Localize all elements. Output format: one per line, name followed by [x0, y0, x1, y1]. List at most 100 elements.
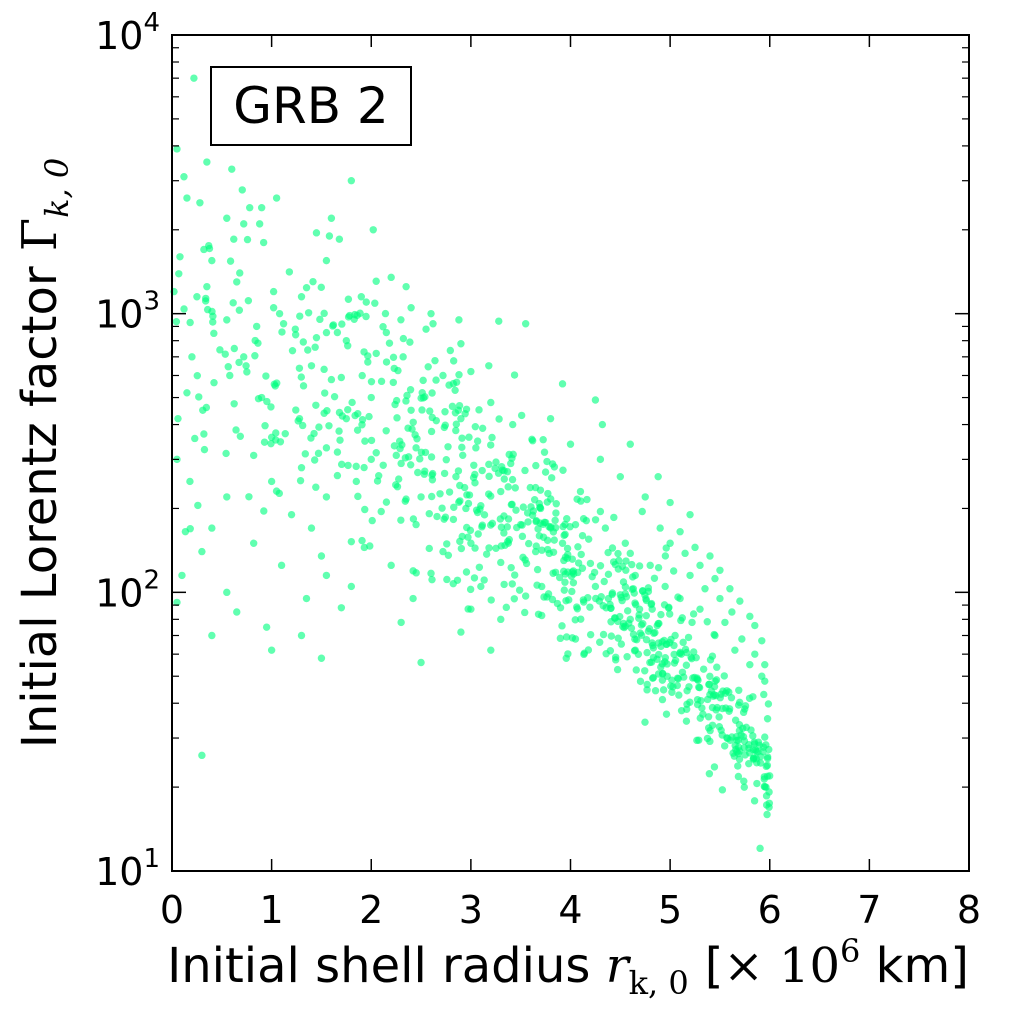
data-point [173, 145, 181, 153]
data-point [371, 299, 379, 307]
data-point [596, 638, 604, 646]
data-point [200, 430, 208, 438]
data-point [588, 572, 596, 581]
data-point [614, 634, 622, 642]
data-point [654, 563, 663, 572]
data-point [761, 677, 769, 685]
data-point [244, 296, 253, 305]
data-point [753, 779, 761, 788]
data-point [392, 396, 401, 405]
data-point [563, 544, 572, 553]
data-point [444, 443, 452, 451]
data-point [297, 293, 306, 301]
data-point [519, 503, 528, 511]
x-tick-labels: 0 1 2 3 4 5 6 7 8 [160, 888, 981, 932]
data-point [195, 393, 203, 401]
data-point [414, 468, 422, 477]
data-point [354, 410, 362, 418]
data-point [347, 582, 356, 591]
data-point [539, 533, 548, 541]
data-point [598, 420, 607, 429]
data-point [535, 499, 543, 508]
data-point [662, 544, 670, 552]
data-point [562, 597, 570, 605]
data-point [230, 235, 238, 243]
data-point [532, 461, 540, 470]
data-point [193, 371, 201, 380]
data-point [621, 589, 629, 598]
data-point [716, 594, 724, 603]
data-point [411, 431, 419, 439]
data-point [482, 550, 491, 558]
data-point [532, 542, 540, 550]
data-point [202, 294, 210, 303]
data-point [704, 724, 713, 732]
data-point [541, 468, 550, 476]
data-point [409, 594, 417, 603]
data-point [317, 654, 326, 662]
x-axis-label-subscript: k, 0 [629, 964, 689, 1002]
data-point [445, 381, 453, 389]
data-point [472, 444, 480, 452]
data-point [631, 599, 639, 607]
data-point [736, 597, 744, 605]
data-point [604, 570, 613, 579]
data-point [677, 706, 686, 715]
data-point [449, 515, 458, 524]
data-point [222, 449, 230, 458]
data-point [666, 610, 674, 618]
data-point [312, 333, 321, 342]
data-point [263, 397, 271, 406]
data-point [455, 401, 464, 410]
x-tick-label: 0 [160, 888, 184, 932]
data-point [607, 604, 615, 612]
data-point [682, 661, 691, 669]
data-point [623, 607, 632, 615]
data-point [551, 516, 559, 525]
data-point [561, 553, 570, 561]
data-point [236, 269, 244, 277]
data-point [675, 691, 683, 699]
data-point [509, 450, 517, 459]
data-point [549, 569, 557, 577]
data-point [421, 467, 429, 475]
data-point [745, 744, 753, 752]
data-point [432, 376, 440, 384]
data-point [240, 220, 248, 228]
data-point [180, 173, 188, 181]
data-point [706, 672, 714, 681]
data-point [691, 543, 699, 552]
data-point [245, 493, 253, 501]
data-point [705, 770, 714, 778]
data-point [431, 356, 439, 365]
data-point [402, 282, 410, 291]
data-point [229, 299, 237, 307]
data-point [333, 448, 342, 456]
data-point [568, 634, 577, 642]
data-point [362, 298, 370, 306]
data-point [238, 186, 246, 194]
data-point [186, 318, 194, 327]
annotation-box: GRB 2 [210, 66, 412, 146]
data-point [621, 583, 630, 591]
data-point [387, 273, 395, 282]
data-point [610, 513, 618, 522]
data-point [742, 723, 751, 732]
data-point [715, 713, 723, 721]
data-point [402, 397, 410, 405]
data-point [745, 694, 754, 702]
data-point [547, 523, 555, 531]
data-point [699, 710, 707, 718]
data-point [417, 493, 425, 501]
data-point [518, 532, 527, 541]
data-point [579, 596, 588, 604]
data-point [389, 378, 397, 387]
data-point [500, 475, 508, 483]
data-point [261, 422, 269, 430]
data-point [277, 561, 286, 570]
data-point [198, 751, 206, 760]
data-point [452, 426, 460, 435]
data-point [377, 377, 386, 386]
data-point [242, 362, 250, 370]
data-point [500, 580, 508, 589]
